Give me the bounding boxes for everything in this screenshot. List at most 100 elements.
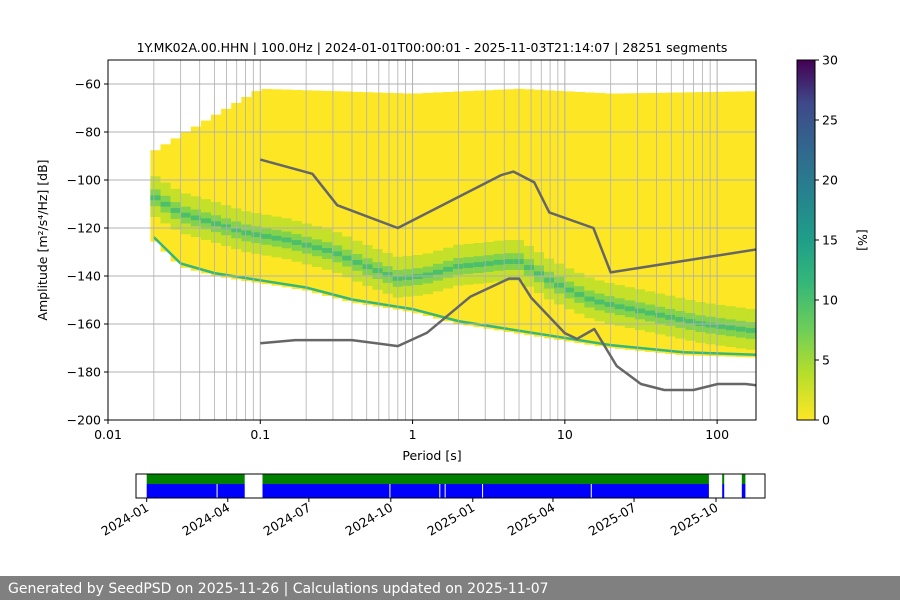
pdf-column (574, 92, 585, 344)
pdf-column (261, 89, 273, 285)
pdf-column (473, 90, 485, 328)
pdf-column (402, 93, 414, 312)
pdf-band-core (685, 319, 697, 324)
availability-tick-label: 2025-07 (586, 500, 639, 539)
pdf-band-core (665, 314, 676, 320)
pdf-column (362, 92, 374, 305)
pdf-column (544, 90, 555, 339)
plot-frame (107, 59, 757, 421)
pdf-column (655, 92, 666, 353)
pdf-column (211, 114, 222, 277)
y-tick-label: −140 (67, 269, 101, 284)
y-tick-label: −200 (67, 413, 101, 428)
colorbar-tick-label: 0 (822, 413, 830, 428)
pdf-band-core (675, 317, 686, 322)
pdf-column (594, 93, 606, 347)
colorbar-tick-label: 25 (822, 113, 838, 128)
colorbar-tick-label: 15 (822, 233, 838, 248)
pdf-column (604, 93, 616, 348)
pdf-column (241, 97, 252, 281)
x-axis: 0.01 0.1 1 10 100 (94, 420, 729, 442)
pdf-band-core (322, 248, 333, 253)
pdf-column (332, 91, 343, 299)
pdf-band-core (574, 292, 585, 297)
pdf-column (200, 120, 212, 274)
pdf-band-core (463, 263, 474, 268)
pdf-band-core (705, 322, 717, 328)
colorbar-tick-label: 10 (822, 293, 838, 308)
availability-tick-label: 2025-04 (505, 500, 558, 539)
pdf-band-core (433, 269, 444, 275)
pdf-band-core (211, 221, 222, 227)
pdf-band-core (301, 242, 313, 248)
pdf-column (291, 90, 303, 289)
x-tick-label: 1 (409, 427, 417, 442)
availability-tick-label: 2024-01 (98, 500, 151, 539)
y-tick-label: −100 (67, 173, 101, 188)
pdf-band-core (655, 312, 666, 318)
pdf-density (150, 88, 756, 358)
x-tick-label: 10 (557, 427, 573, 442)
pdf-band-core (523, 265, 535, 270)
pdf-column (493, 89, 505, 331)
coverage-bar (146, 484, 245, 498)
pdf-column (271, 89, 283, 286)
pdf-column (715, 91, 727, 357)
pdf-column (443, 92, 454, 322)
pdf-band-core (554, 282, 565, 288)
pdf-band-core (160, 201, 172, 207)
y-tick-label: −60 (75, 77, 101, 92)
pdf-band-core (584, 296, 596, 302)
coverage-bar (722, 484, 725, 498)
pdf-band-core (342, 255, 353, 261)
availability-tick-label: 2025-01 (425, 500, 478, 539)
pdf-band-core (150, 195, 162, 201)
pdf-band-core (443, 266, 454, 272)
pdf-column (564, 91, 575, 342)
pdf-band-core (634, 308, 646, 314)
pdf-band-core (190, 215, 202, 221)
pdf-band-core (645, 310, 656, 316)
pdf-column (735, 91, 747, 358)
pdf-column (614, 93, 626, 349)
pdf-column (695, 92, 707, 356)
pdf-band-core (362, 264, 374, 270)
pdf-band-core (422, 272, 434, 278)
pdf-band-core (503, 259, 515, 264)
pdf-band-core (271, 235, 283, 241)
pdf-column (372, 92, 384, 307)
pdf-band-core (745, 328, 756, 333)
pdf-column (665, 92, 676, 354)
psd-plot (108, 60, 756, 420)
pdf-band-core (241, 230, 252, 236)
pdf-band-core (715, 324, 727, 329)
pdf-band-core (261, 234, 273, 239)
pdf-band-core (311, 245, 323, 251)
pdf-band-core (564, 287, 575, 293)
pdf-column (624, 93, 636, 350)
pdf-band-core (412, 274, 424, 279)
pdf-band-core (614, 304, 626, 310)
y-tick-label: −180 (67, 365, 101, 380)
availability-x-axis: 2024-01 2024-04 2024-07 2024-10 2025-01 2025-… (98, 498, 721, 539)
pdf-band-core (624, 306, 636, 312)
colorbar-label: [%] (855, 229, 870, 251)
pdf-column (645, 93, 656, 352)
pdf-column (534, 89, 545, 337)
pdf-column (433, 92, 444, 319)
pdf-band-core (170, 208, 182, 213)
pdf-column (251, 91, 263, 283)
y-tick-label: −80 (75, 125, 101, 140)
availability-bar (146, 474, 245, 484)
pdf-column (675, 92, 686, 355)
pdf-column (685, 92, 697, 356)
pdf-band-core (594, 299, 606, 305)
nhnm-curve (259, 158, 756, 274)
colorbar-axis: 0 5 10 15 20 25 30 (815, 53, 838, 428)
availability-bar (262, 474, 709, 484)
y-tick-label: −160 (67, 317, 101, 332)
pdf-band-core (725, 325, 737, 331)
pdf-band-core (382, 272, 394, 277)
availability-frame (135, 473, 766, 499)
